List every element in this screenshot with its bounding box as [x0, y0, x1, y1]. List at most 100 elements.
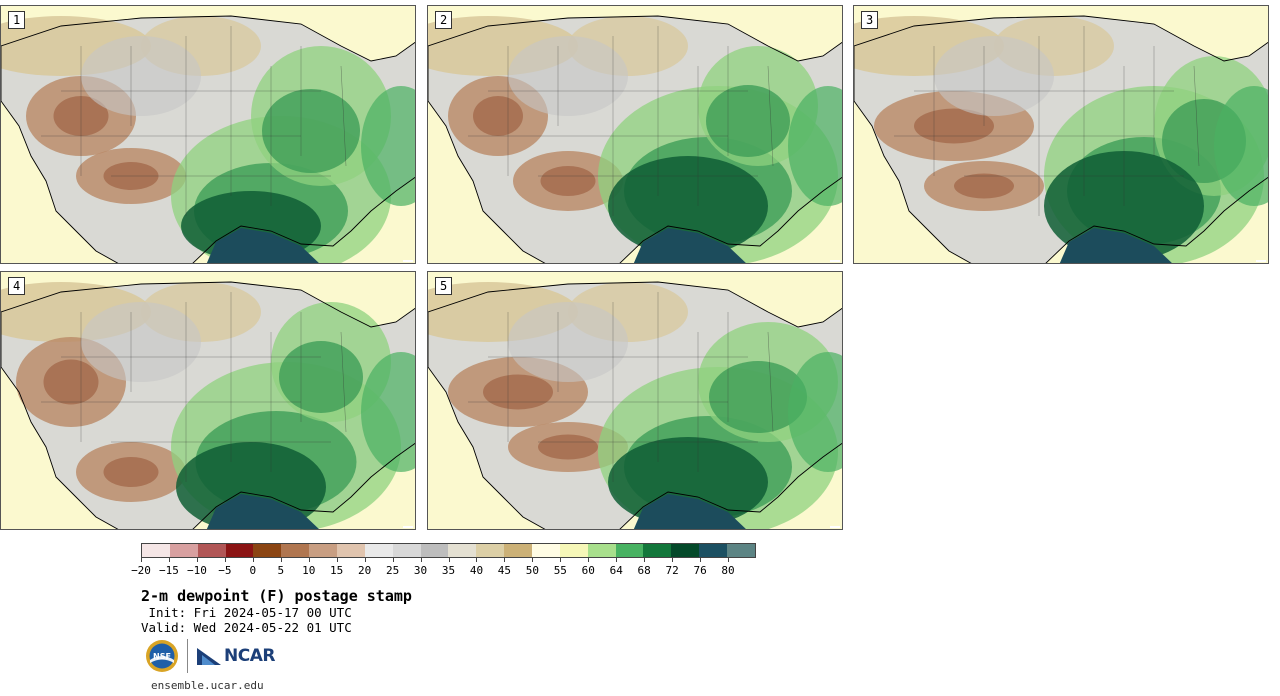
map-panel-4: 4: [0, 271, 416, 530]
colorbar-label: 0: [249, 564, 257, 577]
panel-number: 4: [8, 277, 26, 295]
colorbar-label: 45: [497, 564, 512, 577]
colorbar-swatch: [337, 544, 365, 557]
colorbar-tick: [644, 558, 646, 562]
map-panel-3: 3: [853, 5, 1269, 264]
colorbar-swatch: [197, 544, 226, 557]
dewpoint-map-5: [428, 272, 842, 529]
colorbar-label: 76: [693, 564, 707, 577]
colorbar-tick: [504, 558, 506, 562]
logo-row: NSF NCAR: [145, 638, 275, 674]
colorbar-tick: [280, 558, 282, 562]
colorbar-swatch: [169, 544, 198, 557]
colorbar-label: 35: [441, 564, 456, 577]
colorbar-label: 40: [469, 564, 484, 577]
dewpoint-map-3: [854, 6, 1268, 263]
corner-mark: [403, 260, 413, 262]
colorbar-swatch: [420, 544, 449, 557]
colorbar-tick: [392, 558, 394, 562]
colorbar-tick: [616, 558, 618, 562]
colorbar-tick: [308, 558, 310, 562]
colorbar-label: 64: [609, 564, 623, 577]
init-time: Init: Fri 2024-05-17 00 UTC: [141, 605, 352, 620]
colorbar-swatch: [364, 544, 393, 557]
colorbar-label: 50: [525, 564, 539, 577]
colorbar-tick: [224, 558, 226, 562]
nsf-logo-text: NSF: [153, 652, 171, 661]
dewpoint-colorbar: [141, 543, 756, 558]
ncar-logo: NCAR: [196, 646, 275, 666]
ncar-logo-text: NCAR: [224, 646, 275, 666]
panel-number: 5: [435, 277, 453, 295]
dewpoint-map-4: [1, 272, 415, 529]
colorbar-swatch: [142, 544, 170, 557]
corner-mark: [830, 260, 840, 262]
colorbar-label: 15: [330, 564, 344, 577]
colorbar-tick: [336, 558, 338, 562]
panel-number: 3: [861, 11, 879, 29]
colorbar-swatch: [532, 544, 560, 557]
colorbar-label: −15: [159, 564, 179, 577]
colorbar-swatch: [504, 544, 533, 557]
colorbar-swatch: [225, 544, 254, 557]
colorbar-swatch: [392, 544, 421, 557]
colorbar-tick: [196, 558, 198, 562]
colorbar-label: 72: [665, 564, 679, 577]
colorbar-swatch: [281, 544, 310, 557]
colorbar-label: −5: [218, 564, 232, 577]
colorbar-tick: [448, 558, 450, 562]
colorbar-label: 20: [358, 564, 372, 577]
colorbar-swatch: [643, 544, 672, 557]
colorbar-label: −10: [186, 564, 207, 577]
colorbar-label: 25: [385, 564, 400, 577]
map-panel-1: 1: [0, 5, 416, 264]
colorbar-tick: [532, 558, 534, 562]
colorbar-tick: [560, 558, 562, 562]
colorbar-tick: [141, 558, 142, 562]
colorbar-tick: [364, 558, 366, 562]
nsf-logo-icon: NSF: [146, 640, 178, 672]
colorbar-swatch: [559, 544, 588, 557]
colorbar-label: 55: [553, 564, 567, 577]
colorbar-labels: −20 −15 −10 −5 0 5 10 15 20 25 30 35 40 45 50 55 60 64 68 7…: [0, 564, 800, 578]
colorbar-swatch: [309, 544, 338, 557]
colorbar-tick: [672, 558, 674, 562]
logo-divider: [187, 639, 188, 673]
map-panel-5: 5: [427, 271, 843, 530]
colorbar-swatch: [448, 544, 477, 557]
colorbar-swatch: [253, 544, 282, 557]
site-url: ensemble.ucar.edu: [151, 679, 264, 692]
corner-mark: [1256, 260, 1266, 262]
colorbar-swatch: [587, 544, 616, 557]
colorbar-label: 30: [413, 564, 428, 577]
colorbar-swatch: [699, 544, 728, 557]
colorbar-swatch: [671, 544, 700, 557]
dewpoint-map-2: [428, 6, 842, 263]
colorbar-tick: [420, 558, 422, 562]
dewpoint-map-1: [1, 6, 415, 263]
ncar-swoosh-icon: [197, 648, 221, 665]
map-panel-2: 2: [427, 5, 843, 264]
colorbar-swatch: [727, 544, 755, 557]
corner-mark: [830, 526, 840, 528]
colorbar-label: 5: [277, 564, 285, 577]
panel-number: 2: [435, 11, 453, 29]
valid-time: Valid: Wed 2024-05-22 01 UTC: [141, 620, 352, 635]
colorbar-label: 68: [637, 564, 651, 577]
colorbar-label: −20: [131, 564, 151, 577]
colorbar-swatch: [615, 544, 644, 557]
colorbar-swatch: [476, 544, 505, 557]
colorbar-tick: [588, 558, 590, 562]
colorbar-tick: [252, 558, 254, 562]
corner-mark: [403, 526, 413, 528]
colorbar-tick: [728, 558, 730, 562]
colorbar-tick: [700, 558, 702, 562]
colorbar-label: 60: [581, 564, 595, 577]
colorbar-tick: [476, 558, 478, 562]
colorbar-label: 10: [302, 564, 316, 577]
panel-number: 1: [8, 11, 26, 29]
plot-title: 2-m dewpoint (F) postage stamp: [141, 587, 412, 605]
colorbar-tick: [168, 558, 170, 562]
colorbar-label: 80: [721, 564, 735, 577]
colorbar-ticks: [0, 558, 800, 563]
